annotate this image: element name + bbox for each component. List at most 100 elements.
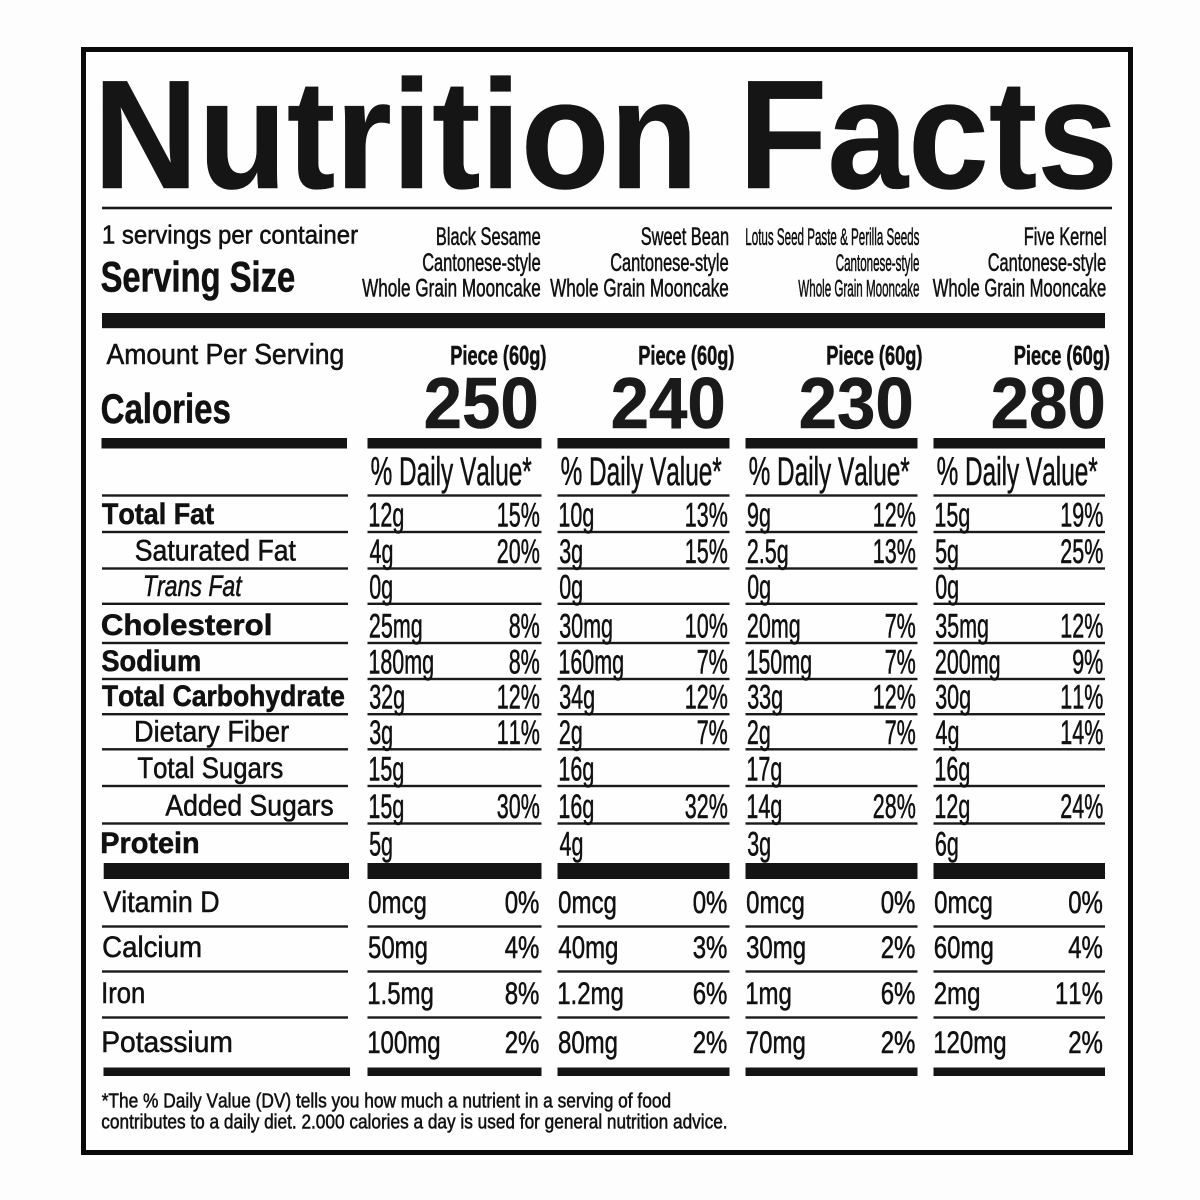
svg-text:% Daily Value*: % Daily Value* [561,450,722,494]
svg-text:28%: 28% [873,788,916,826]
svg-text:6%: 6% [881,975,916,1011]
svg-text:8%: 8% [505,975,540,1011]
svg-text:0g: 0g [935,568,959,606]
svg-text:Nutrition Facts: Nutrition Facts [93,48,1118,221]
svg-text:Iron: Iron [101,977,145,1010]
svg-text:4%: 4% [1068,929,1103,965]
svg-text:2g: 2g [559,714,583,752]
svg-text:11%: 11% [1055,975,1103,1011]
svg-text:1 servings per container: 1 servings per container [102,220,359,250]
svg-text:Whole Grain Mooncake: Whole Grain Mooncake [933,274,1107,302]
svg-text:Potassium: Potassium [101,1026,233,1059]
svg-text:1.5mg: 1.5mg [367,975,434,1011]
svg-text:12g: 12g [368,497,404,535]
svg-text:19%: 19% [1060,497,1103,535]
svg-text:4g: 4g [370,533,394,571]
svg-text:60mg: 60mg [934,929,994,965]
svg-text:Cantonese-style: Cantonese-style [836,251,920,277]
svg-text:30mg: 30mg [559,608,613,646]
svg-text:Piece (60g): Piece (60g) [638,341,734,371]
svg-text:0g: 0g [559,568,583,606]
svg-text:17g: 17g [746,751,782,789]
svg-text:100mg: 100mg [367,1024,440,1060]
svg-text:Amount Per Serving: Amount Per Serving [107,339,345,371]
svg-text:7%: 7% [697,714,728,752]
svg-text:7%: 7% [885,644,916,682]
svg-text:16g: 16g [934,751,970,789]
svg-text:Total Fat: Total Fat [102,499,214,531]
svg-text:Black Sesame: Black Sesame [436,223,541,251]
svg-text:3g: 3g [747,826,771,864]
svg-text:250: 250 [424,364,539,444]
svg-text:Whole Grain Mooncake: Whole Grain Mooncake [362,274,541,302]
svg-text:240: 240 [611,364,726,444]
svg-text:70mg: 70mg [746,1024,806,1060]
svg-text:3%: 3% [693,929,728,965]
svg-text:16g: 16g [558,751,594,789]
svg-text:6g: 6g [935,826,959,864]
svg-text:Total Sugars: Total Sugars [137,753,283,785]
svg-text:0mcg: 0mcg [368,884,427,920]
svg-text:Protein: Protein [100,828,199,860]
svg-text:12g: 12g [934,788,970,826]
svg-text:8%: 8% [509,608,540,646]
svg-text:9g: 9g [747,497,771,535]
svg-text:8%: 8% [509,644,540,682]
svg-text:0%: 0% [693,884,728,920]
svg-text:Cantonese-style: Cantonese-style [988,249,1107,277]
svg-text:2%: 2% [881,1024,916,1060]
svg-text:2%: 2% [505,1024,540,1060]
svg-text:Total Carbohydrate: Total Carbohydrate [102,681,345,713]
svg-text:Whole Grain Mooncake: Whole Grain Mooncake [550,274,729,302]
svg-text:Whole Grain Mooncake: Whole Grain Mooncake [798,276,919,302]
svg-text:15g: 15g [934,497,970,535]
svg-text:7%: 7% [885,608,916,646]
svg-text:Sodium: Sodium [101,646,201,678]
svg-text:120mg: 120mg [933,1024,1006,1060]
svg-text:30mg: 30mg [746,929,806,965]
svg-text:34g: 34g [559,679,595,717]
svg-text:13%: 13% [685,497,728,535]
svg-text:12%: 12% [1060,608,1103,646]
svg-text:230: 230 [799,364,914,444]
svg-text:% Daily Value*: % Daily Value* [937,450,1098,494]
svg-text:4%: 4% [505,929,540,965]
svg-text:3g: 3g [559,533,583,571]
svg-text:33g: 33g [747,679,783,717]
svg-text:7%: 7% [885,714,916,752]
svg-text:2%: 2% [693,1024,728,1060]
svg-text:24%: 24% [1060,788,1103,826]
svg-text:% Daily Value*: % Daily Value* [371,450,532,494]
svg-text:15g: 15g [368,751,404,789]
svg-text:32g: 32g [369,679,405,717]
svg-text:Trans Fat: Trans Fat [143,571,243,603]
svg-text:Piece (60g): Piece (60g) [450,341,546,371]
svg-text:30g: 30g [935,679,971,717]
svg-text:14g: 14g [746,788,782,826]
svg-text:Cholesterol: Cholesterol [101,610,273,642]
svg-text:0%: 0% [881,884,916,920]
svg-text:0%: 0% [505,884,540,920]
svg-text:1.2mg: 1.2mg [557,975,624,1011]
svg-text:12%: 12% [497,679,540,717]
svg-text:200mg: 200mg [935,644,1001,682]
svg-text:0mcg: 0mcg [746,884,805,920]
svg-text:% Daily Value*: % Daily Value* [749,450,910,494]
svg-text:30%: 30% [497,788,540,826]
svg-text:15%: 15% [685,533,728,571]
svg-text:2%: 2% [881,929,916,965]
svg-text:Calories: Calories [101,385,231,432]
svg-text:0g: 0g [747,568,771,606]
svg-text:Cantonese-style: Cantonese-style [610,249,729,277]
svg-text:4g: 4g [936,714,960,752]
svg-text:150mg: 150mg [746,644,812,682]
svg-text:180mg: 180mg [368,644,434,682]
svg-text:Cantonese-style: Cantonese-style [422,249,541,277]
svg-text:11%: 11% [1060,679,1103,717]
svg-text:Lotus Seed Paste & Perilla See: Lotus Seed Paste & Perilla Seeds [745,225,919,251]
svg-text:9%: 9% [1072,644,1103,682]
svg-text:32%: 32% [685,788,728,826]
svg-text:0mcg: 0mcg [934,884,993,920]
svg-text:15g: 15g [368,788,404,826]
svg-text:6%: 6% [693,975,728,1011]
